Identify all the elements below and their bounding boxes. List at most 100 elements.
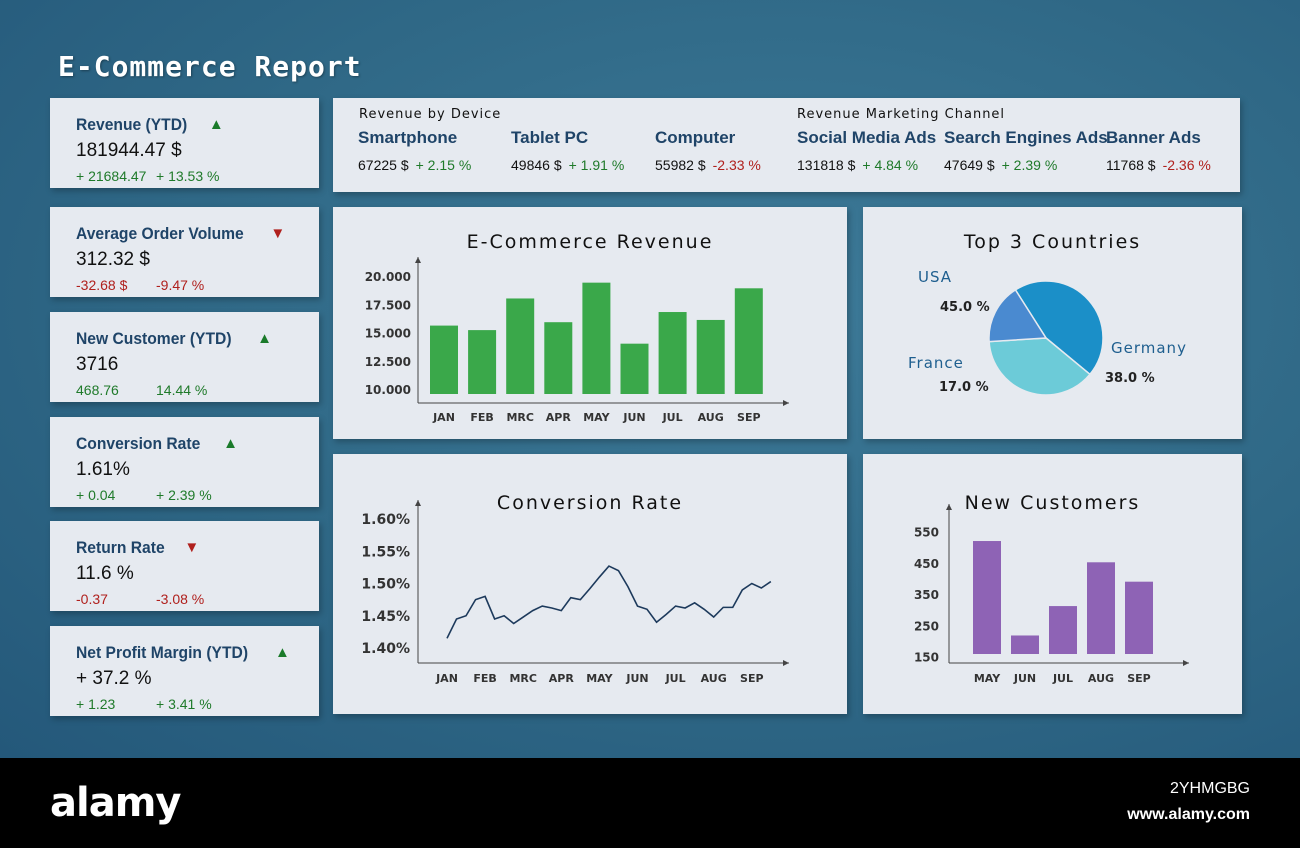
arrow-up-icon: ▲ bbox=[275, 644, 290, 661]
x-tick-label: AUG bbox=[698, 411, 724, 424]
pie-slice-label: France bbox=[908, 354, 964, 372]
y-tick-label: 1.55% bbox=[361, 544, 410, 560]
footer-url: www.alamy.com bbox=[1127, 806, 1250, 823]
x-tick-label: FEB bbox=[473, 672, 496, 685]
x-tick-label: SEP bbox=[737, 411, 761, 424]
countries-chart-title: Top 3 Countries bbox=[963, 231, 1142, 253]
countries-chart-panel: Top 3 Countries USA 45.0 % Germany 38.0 % Fr… bbox=[863, 207, 1242, 439]
revenue-bar bbox=[734, 288, 763, 394]
revenue-bar bbox=[658, 312, 687, 394]
x-tick-label: JAN bbox=[435, 672, 458, 685]
x-tick-label: MAY bbox=[974, 672, 1001, 685]
y-tick-label: 15.000 bbox=[365, 327, 411, 341]
strip-item-name: Search Engines Ads bbox=[944, 128, 1108, 147]
arrow-up-icon: ▲ bbox=[257, 330, 272, 347]
kpi-card: Conversion Rate ▲ 1.61% + 0.04 + 2.39 % bbox=[50, 417, 319, 507]
strip-item: Search Engines Ads 47649 $ + 2.39 % bbox=[944, 128, 1108, 173]
footer-logo: alamy bbox=[50, 780, 181, 826]
strip-item-value: 47649 $ bbox=[944, 157, 995, 173]
y-tick-label: 550 bbox=[914, 526, 939, 540]
strip-item: Computer 55982 $ -2.33 % bbox=[655, 128, 761, 173]
kpi-card: New Customer (YTD) ▲ 3716 468.76 14.44 % bbox=[50, 312, 319, 402]
strip-item-change: + 2.15 % bbox=[415, 157, 472, 173]
arrow-down-icon: ▼ bbox=[184, 539, 200, 556]
kpi-delta-absolute: -0.37 bbox=[76, 591, 108, 607]
y-tick-label: 1.50% bbox=[361, 577, 410, 593]
conversion-chart-panel: Conversion Rate 1.40% 1.45% 1.50% 1.55% 1.60… bbox=[333, 454, 847, 714]
revenue-bar bbox=[620, 343, 649, 394]
footer-image-id: 2YHMGBG bbox=[1169, 780, 1250, 797]
pie-slice-label: USA bbox=[918, 268, 952, 286]
x-axis-arrow-icon bbox=[1183, 660, 1189, 666]
kpi-delta-percent: 14.44 % bbox=[156, 382, 208, 398]
x-tick-label: AUG bbox=[1088, 672, 1114, 685]
x-tick-label: MAY bbox=[586, 672, 613, 685]
x-tick-label: JUL bbox=[662, 411, 683, 424]
strip-item-name: Banner Ads bbox=[1106, 128, 1201, 147]
strip-item: Tablet PC 49846 $ + 1.91 % bbox=[511, 128, 624, 173]
x-tick-label: SEP bbox=[1127, 672, 1151, 685]
kpi-value: 181944.47 $ bbox=[76, 140, 182, 161]
kpi-delta-percent: + 2.39 % bbox=[156, 487, 212, 503]
customers-chart-panel: New Customers 150 250 350 450 550 MAY JUN JUL AU… bbox=[863, 454, 1242, 714]
pie-slice bbox=[988, 288, 1048, 343]
customers-bar bbox=[1049, 606, 1077, 654]
strip-item-value: 55982 $ bbox=[655, 157, 706, 173]
strip-item: Smartphone 67225 $ + 2.15 % bbox=[358, 128, 471, 173]
y-tick-label: 450 bbox=[914, 557, 939, 571]
kpi-title: Revenue (YTD) bbox=[76, 115, 188, 134]
revenue-bar bbox=[544, 322, 573, 394]
kpi-value: 11.6 % bbox=[76, 563, 134, 584]
pie-value-label: 38.0 % bbox=[1105, 371, 1155, 386]
x-tick-label: AUG bbox=[701, 672, 727, 685]
x-tick-label: SEP bbox=[740, 672, 764, 685]
arrow-up-icon: ▲ bbox=[223, 435, 238, 452]
y-tick-label: 150 bbox=[914, 651, 939, 665]
customers-bar bbox=[1087, 562, 1115, 654]
kpi-value: 312.32 $ bbox=[76, 249, 150, 270]
pie-value-label: 17.0 % bbox=[939, 380, 989, 395]
kpi-title: Net Profit Margin (YTD) bbox=[76, 643, 249, 662]
pie-slice bbox=[1014, 280, 1104, 376]
conversion-line-chart: 1.40% 1.45% 1.50% 1.55% 1.60% JAN FEB MRC APR MAY… bbox=[361, 500, 789, 685]
strip-item: Banner Ads 11768 $ -2.36 % bbox=[1106, 128, 1211, 173]
revenue-chart: 10.000 12.500 15.000 17.500 20.000 JAN FEB MRC A… bbox=[365, 257, 789, 424]
customers-bar bbox=[1011, 635, 1039, 654]
kpi-card: Revenue (YTD) ▲ 181944.47 $ + 21684.47 + 13.… bbox=[50, 98, 319, 188]
x-tick-label: JUL bbox=[665, 672, 686, 685]
strip-item: Social Media Ads 131818 $ + 4.84 % bbox=[797, 128, 936, 173]
x-tick-label: MRC bbox=[506, 411, 534, 424]
countries-pie-chart: USA 45.0 % Germany 38.0 % France 17.0 % bbox=[908, 268, 1187, 396]
x-tick-label: MAY bbox=[583, 411, 610, 424]
customers-bar-chart: 150 250 350 450 550 MAY JUN JUL AUG SEP bbox=[914, 504, 1189, 685]
kpi-title: Average Order Volume bbox=[76, 224, 244, 243]
revenue-bar bbox=[696, 319, 725, 394]
revenue-strip: Revenue by Device Revenue Marketing Chan… bbox=[333, 98, 1240, 192]
strip-item-change: -2.33 % bbox=[712, 157, 761, 173]
x-tick-label: JAN bbox=[432, 411, 455, 424]
customers-chart-title: New Customers bbox=[964, 492, 1141, 514]
y-tick-label: 250 bbox=[914, 619, 939, 633]
pie-slice-label: Germany bbox=[1111, 339, 1187, 357]
y-tick-label: 12.500 bbox=[365, 355, 411, 369]
kpi-delta-percent: + 3.41 % bbox=[156, 696, 212, 712]
y-tick-label: 1.45% bbox=[361, 609, 410, 625]
kpi-card: Net Profit Margin (YTD) ▲ + 37.2 % + 1.23 + … bbox=[50, 626, 319, 716]
x-tick-label: APR bbox=[546, 411, 572, 424]
strip-item-value: 67225 $ bbox=[358, 157, 409, 173]
kpi-value: + 37.2 % bbox=[76, 668, 152, 689]
y-axis-arrow-icon bbox=[946, 504, 952, 510]
y-tick-label: 1.40% bbox=[361, 641, 410, 657]
revenue-bar bbox=[506, 298, 535, 394]
channel-heading: Revenue Marketing Channel bbox=[797, 107, 1006, 122]
conversion-rate-line bbox=[446, 565, 772, 639]
strip-item-value: 131818 $ bbox=[797, 157, 856, 173]
kpi-title: Conversion Rate bbox=[76, 434, 201, 453]
y-axis-arrow-icon bbox=[415, 500, 421, 506]
revenue-bar bbox=[582, 282, 611, 394]
x-tick-label: JUL bbox=[1052, 672, 1073, 685]
kpi-delta-percent: -9.47 % bbox=[156, 277, 205, 293]
revenue-bar bbox=[430, 325, 458, 394]
strip-item-change: + 1.91 % bbox=[568, 157, 625, 173]
x-axis-arrow-icon bbox=[783, 660, 789, 666]
